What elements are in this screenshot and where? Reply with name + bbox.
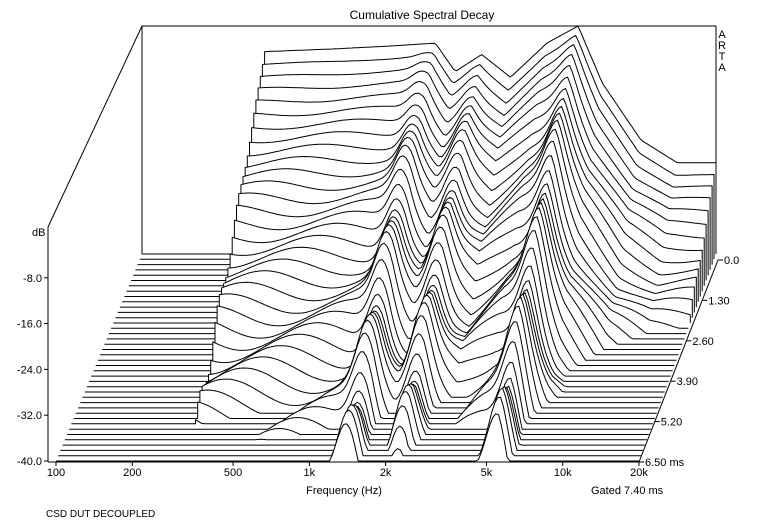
time-tick-label: 0.0 [724, 255, 739, 267]
x-tick-label: 5k [481, 467, 493, 479]
watermark-letter: R [718, 40, 726, 52]
time-tick-label: 6.50 ms [645, 457, 685, 469]
x-tick-label: 20k [630, 467, 648, 479]
left-top-diagonal [47, 25, 143, 228]
time-axis: 0.0 1.30 2.60 3.90 5.20 6.50 ms [639, 255, 739, 469]
x-tick-label: 500 [224, 467, 242, 479]
gate-note: Gated 7.40 ms [591, 485, 664, 497]
watermark-letter: T [719, 51, 726, 63]
time-tick-label: 2.60 [692, 336, 713, 348]
x-tick-label: 2k [380, 467, 392, 479]
y-axis-label: dB [32, 227, 45, 239]
time-tick-label: 3.90 [677, 376, 698, 388]
x-axis: Frequency (Hz) 100 200 500 1k 2k 5k 10k 20k [47, 462, 648, 497]
y-tick-label: -8.0 [23, 273, 42, 285]
x-tick-label: 200 [123, 467, 141, 479]
x-tick-label: 1k [304, 467, 316, 479]
x-tick-label: 100 [47, 467, 65, 479]
plot-frame [47, 25, 719, 463]
y-tick-label: -32.0 [17, 410, 42, 422]
time-tick-label: 5.20 [661, 417, 682, 429]
decay-slices [56, 25, 717, 462]
watermark-letter: A [718, 29, 726, 41]
y-axis: dB -8.0 -16.0 -24.0 -32.0 -40.0 [17, 227, 48, 468]
x-axis-label: Frequency (Hz) [306, 485, 382, 497]
chart-title: Cumulative Spectral Decay [350, 8, 495, 22]
time-tick-label: 1.30 [708, 295, 729, 307]
watermark-letter: A [718, 62, 726, 74]
y-tick-label: -40.0 [17, 456, 42, 468]
y-tick-label: -24.0 [17, 364, 42, 376]
y-tick-label: -16.0 [17, 319, 42, 331]
right-diagonal [638, 259, 719, 463]
footer-caption: CSD DUT DECOUPLED [46, 509, 156, 520]
x-tick-label: 10k [554, 467, 572, 479]
decay-slice [56, 413, 639, 462]
